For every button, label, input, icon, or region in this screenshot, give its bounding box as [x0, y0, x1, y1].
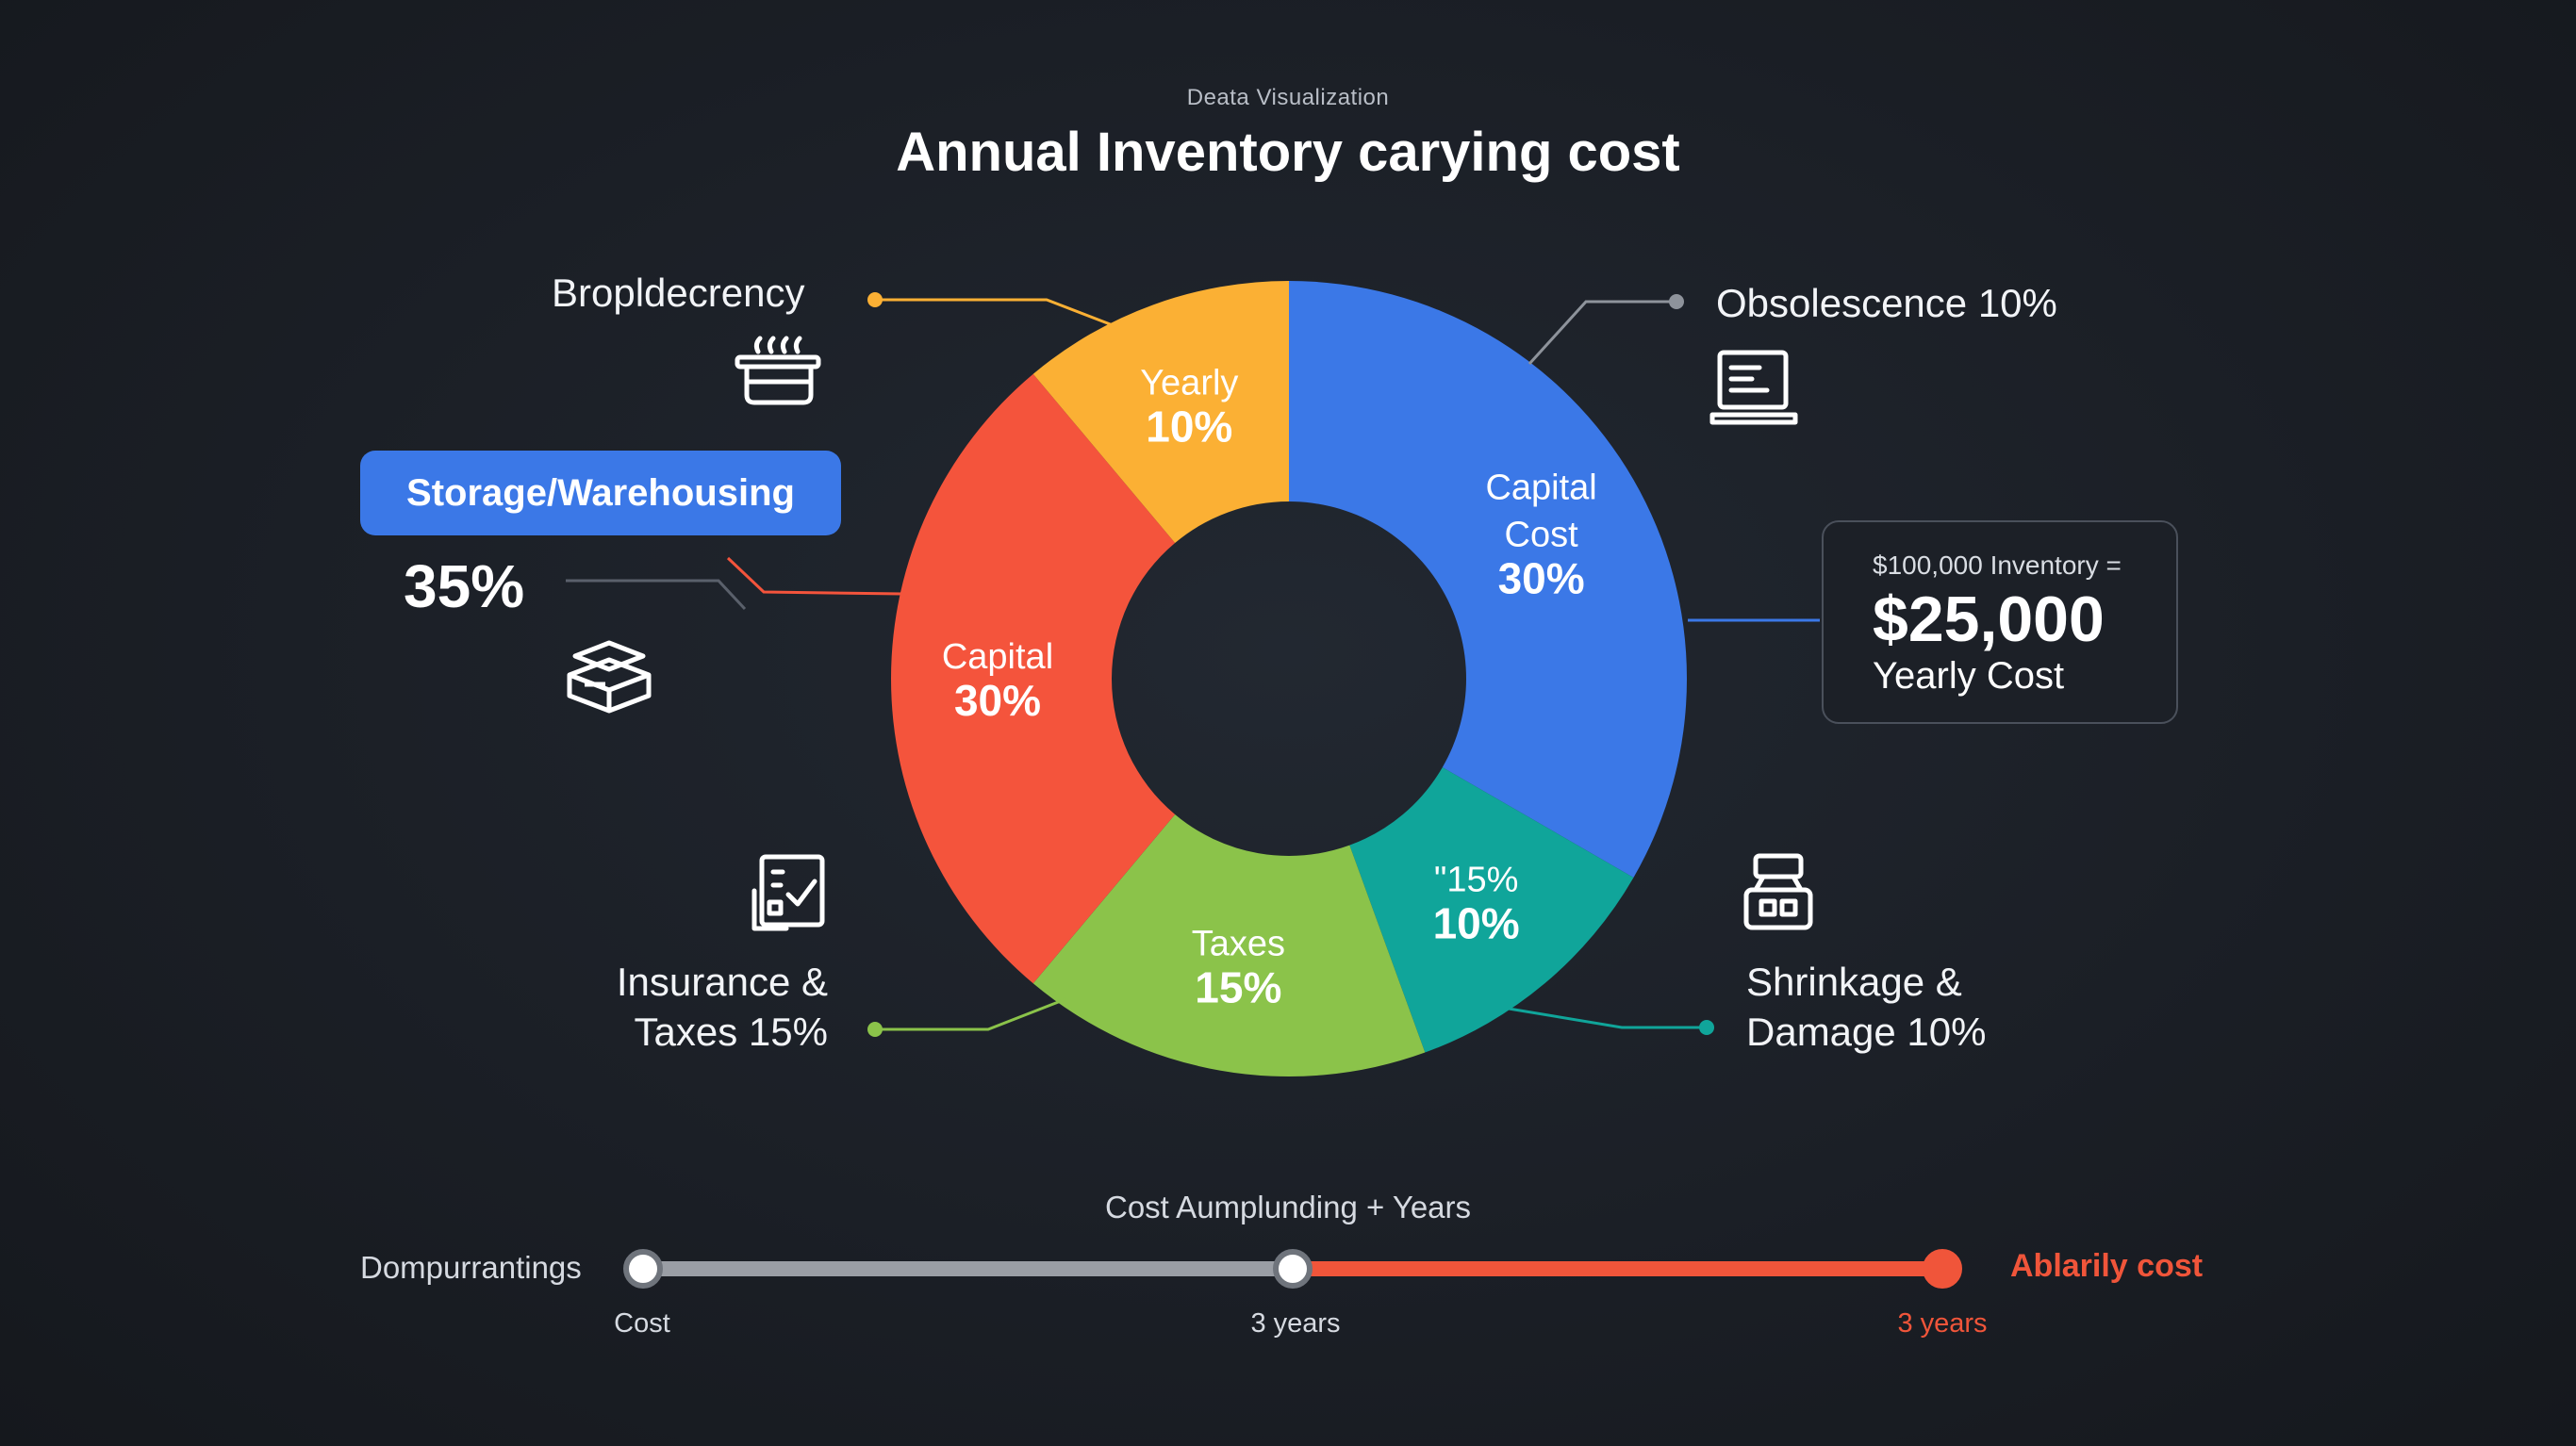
timeline-end-marker — [1923, 1249, 1962, 1289]
shrinkage-label-line2: Damage 10% — [1746, 1009, 1987, 1054]
obsolescence-label: Obsolescence 10% — [1716, 281, 2057, 325]
computer-icon — [1709, 350, 1798, 425]
leader-line — [875, 298, 1114, 327]
timeline-tick-label: 3 years — [1250, 1308, 1341, 1339]
summary-amount: $25,000 — [1873, 583, 2105, 655]
chart-subtitle: Deata Visualization — [1186, 85, 1390, 110]
shrinkage-label-line1: Shrinkage & — [1746, 960, 1962, 1004]
timeline-start-marker — [623, 1249, 663, 1289]
callout-top-left-label: Bropldecrency — [552, 271, 805, 315]
cost-summary-card: $100,000 Inventory = $25,000 Yearly Cost — [1822, 520, 2178, 724]
timeline-mid-marker — [1273, 1249, 1313, 1289]
donut-slice — [1032, 814, 1426, 1076]
donut-slice — [1349, 767, 1634, 1053]
slice-label: Taxes 15% — [1192, 924, 1285, 1011]
leader-line — [1527, 300, 1676, 366]
timeline-tick-label: Cost — [614, 1308, 670, 1339]
donut-slice — [1289, 281, 1687, 878]
slice-label: Yearly 10% — [1140, 364, 1238, 452]
donut-slice — [1032, 281, 1289, 543]
slice-label: Capital Cost 30% — [1485, 468, 1596, 603]
leader-line — [726, 556, 904, 596]
leader-line — [1508, 1007, 1707, 1029]
leader-dot — [867, 1022, 883, 1037]
slice-label: Capital 30% — [942, 637, 1053, 725]
leader-dot — [1669, 294, 1684, 309]
donut-slice — [891, 373, 1176, 984]
slice-label: "15% 10% — [1433, 861, 1520, 948]
shrinkage-damage-label: Shrinkage & Damage 10% — [1746, 958, 1986, 1057]
scale-icon — [1743, 853, 1813, 930]
cooking-pot-icon — [735, 336, 821, 405]
leader-dot — [1699, 1020, 1714, 1035]
box-stack-icon — [567, 640, 652, 714]
insurance-taxes-label: Insurance & Taxes 15% — [528, 958, 828, 1057]
storage-warehousing-badge: Storage/Warehousing — [360, 451, 841, 535]
timeline-left-label: Dompurrantings — [360, 1250, 582, 1285]
insurance-label-line1: Insurance & — [616, 960, 828, 1004]
timeline-title: Cost Aumplunding + Years — [1104, 1190, 1472, 1224]
chart-title: Annual Inventory carying cost — [896, 122, 1680, 183]
summary-inventory-value: $100,000 Inventory = — [1873, 550, 2122, 580]
leader-line — [566, 579, 747, 611]
storage-percent: 35% — [404, 552, 525, 620]
timeline-right-label: Ablarily cost — [2010, 1248, 2204, 1284]
summary-caption: Yearly Cost — [1873, 655, 2065, 698]
leader-line — [875, 997, 1066, 1031]
insurance-label-line2: Taxes 15% — [634, 1009, 828, 1054]
timeline-tick-label: 3 years — [1897, 1308, 1988, 1339]
checklist-icon — [751, 854, 825, 931]
leader-dot — [867, 292, 883, 307]
